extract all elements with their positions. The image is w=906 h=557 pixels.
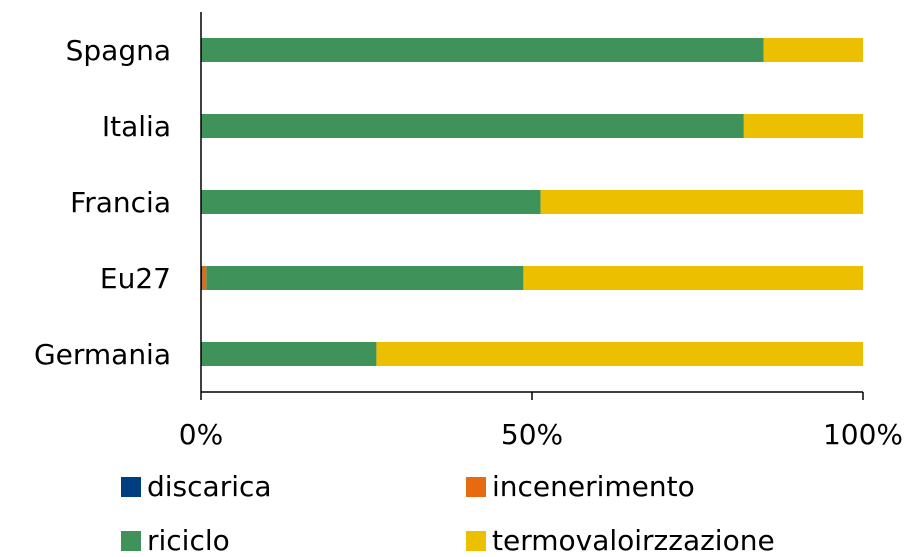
category-label: Francia [70, 186, 171, 219]
stacked-bar-chart: Spagna Italia Francia Eu27 Germania 0% 50% 100… [34, 12, 903, 451]
legend-label: termovaloirzzazione [492, 524, 775, 557]
bar-francia-riciclo [201, 190, 541, 214]
legend-item-incenerimento: incenerimento [466, 470, 695, 503]
bar-germania-riciclo [201, 342, 377, 366]
x-tick-label: 0% [179, 418, 223, 451]
legend-item-termovaloirzzazione: termovaloirzzazione [466, 524, 775, 557]
bar-spagna-termovaloirzzazione [763, 38, 863, 62]
legend-label: incenerimento [492, 470, 695, 503]
x-tick-label: 100% [823, 418, 903, 451]
bar-eu27-termovaloirzzazione [523, 266, 863, 290]
bar-eu27-incenerimento [202, 266, 207, 290]
legend-swatch [466, 530, 486, 551]
category-label: Eu27 [100, 262, 171, 295]
category-label: Spagna [66, 34, 171, 67]
category-labels: Spagna Italia Francia Eu27 Germania [34, 34, 171, 371]
tick-labels: 0% 50% 100% [179, 418, 903, 451]
category-label: Germania [34, 338, 171, 371]
axes-group [200, 12, 864, 400]
legend-label: riciclo [147, 524, 230, 557]
bar-spagna-riciclo [201, 38, 764, 62]
legend-swatch [121, 476, 141, 497]
category-label: Italia [102, 110, 171, 143]
legend-swatch [121, 530, 141, 551]
legend-label: discarica [147, 470, 272, 503]
bar-germania-termovaloirzzazione [376, 342, 863, 366]
bars-group [201, 38, 863, 366]
x-tick-label: 50% [501, 418, 563, 451]
bar-italia-riciclo [201, 114, 744, 138]
legend: discarica incenerimento riciclo termovaloir… [0, 462, 906, 557]
legend-swatch [466, 476, 486, 497]
bar-francia-termovaloirzzazione [540, 190, 863, 214]
bar-eu27-riciclo [206, 266, 524, 290]
bar-italia-termovaloirzzazione [743, 114, 863, 138]
legend-item-discarica: discarica [121, 470, 272, 503]
legend-item-riciclo: riciclo [121, 524, 230, 557]
